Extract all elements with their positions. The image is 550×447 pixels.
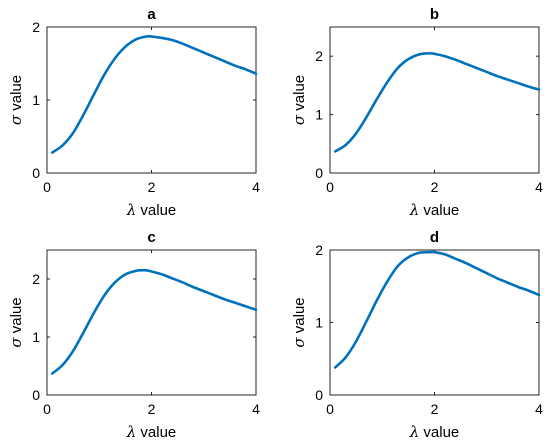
y-tick-label: 0 <box>315 387 323 403</box>
y-axis-label-symbol: σ <box>7 114 25 125</box>
x-tick-label: 4 <box>252 401 260 417</box>
x-tick-label: 4 <box>535 179 543 195</box>
y-axis-label-symbol: σ <box>290 337 308 348</box>
panel-title: d <box>430 229 439 246</box>
y-tick-label: 2 <box>315 242 323 258</box>
y-axis-label: σ value <box>7 297 25 347</box>
x-tick-label: 0 <box>43 401 51 417</box>
x-axis-label-words: value <box>136 424 176 441</box>
axes-frame <box>46 26 257 174</box>
series-line <box>333 51 541 153</box>
x-axis-label-words: value <box>136 202 176 219</box>
x-tick-label: 0 <box>43 179 51 195</box>
x-axis-label: λ value <box>409 201 460 219</box>
series-line <box>50 34 258 154</box>
y-tick-label: 1 <box>315 107 323 123</box>
series-line <box>50 268 258 375</box>
series-line <box>333 250 541 369</box>
y-tick-label: 2 <box>315 48 323 64</box>
y-tick-label: 1 <box>315 315 323 331</box>
x-axis-label: λ value <box>126 423 177 441</box>
x-tick-label: 0 <box>326 401 334 417</box>
x-tick-label: 0 <box>326 179 334 195</box>
axes-frame <box>329 26 540 174</box>
x-axis-label-symbol: λ <box>409 423 420 441</box>
y-axis-label-words: value <box>8 297 25 337</box>
panel-title: b <box>430 6 439 23</box>
x-axis-label: λ value <box>126 201 177 219</box>
x-axis-label-words: value <box>419 202 459 219</box>
y-axis-label-words: value <box>291 297 308 337</box>
y-tick-label: 0 <box>315 165 323 181</box>
panel-title: c <box>147 229 155 246</box>
y-tick-label: 1 <box>32 92 40 108</box>
x-tick-label: 4 <box>535 401 543 417</box>
x-axis-label-symbol: λ <box>126 423 137 441</box>
x-axis-label-symbol: λ <box>409 201 420 219</box>
y-tick-label: 2 <box>32 271 40 287</box>
y-axis-label: σ value <box>7 75 25 125</box>
y-axis-label-symbol: σ <box>7 337 25 348</box>
y-axis-label: σ value <box>290 75 308 125</box>
y-axis-label-words: value <box>291 75 308 115</box>
panel-title: a <box>147 6 156 23</box>
x-tick-label: 2 <box>431 401 439 417</box>
x-tick-label: 4 <box>252 179 260 195</box>
x-tick-label: 2 <box>431 179 439 195</box>
x-tick-label: 2 <box>148 401 156 417</box>
axes-frame <box>329 249 540 396</box>
y-tick-label: 0 <box>32 165 40 181</box>
y-tick-label: 0 <box>32 387 40 403</box>
y-axis-label: σ value <box>290 297 308 347</box>
x-tick-label: 2 <box>148 179 156 195</box>
x-axis-label: λ value <box>409 423 460 441</box>
y-tick-label: 2 <box>32 19 40 35</box>
y-axis-label-words: value <box>8 75 25 115</box>
x-axis-label-words: value <box>419 424 459 441</box>
x-axis-label-symbol: λ <box>126 201 137 219</box>
y-tick-label: 1 <box>32 329 40 345</box>
y-axis-label-symbol: σ <box>290 114 308 125</box>
